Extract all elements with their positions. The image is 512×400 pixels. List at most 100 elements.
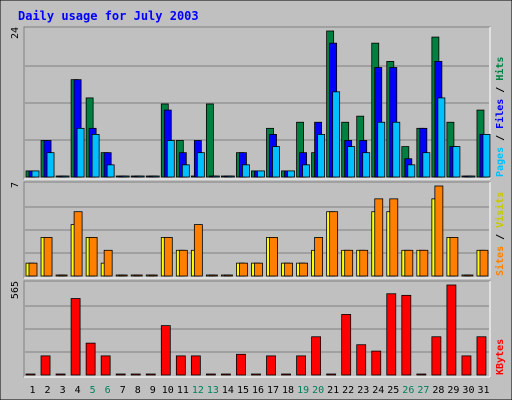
bar-kbytes-day-12	[190, 355, 201, 376]
legend-entry-hits: Hits	[494, 57, 506, 81]
bar-sites-day-15	[239, 262, 248, 277]
bar-sites-day-17	[269, 237, 278, 277]
bar-kbytes-day-23	[356, 344, 367, 376]
bar-kbytes-day-16	[251, 373, 261, 376]
bar-kbytes-day-1	[25, 373, 36, 376]
panel-hits-files-pages: 24 Pages / Files / Hits	[10, 26, 506, 180]
chart-title: Daily usage for July 2003	[18, 9, 199, 23]
bar-kbytes-day-18	[281, 373, 291, 376]
bar-sites-day-4	[73, 211, 83, 277]
x-tick-label-day-6: 6	[105, 385, 111, 396]
bar-pages-day-9	[151, 175, 160, 178]
x-tick-label-day-14: 14	[222, 385, 234, 396]
bar-pages-day-27	[422, 152, 431, 178]
bar-sites-day-19	[299, 262, 308, 277]
bar-kbytes-day-6	[100, 355, 111, 376]
bar-pages-day-22	[347, 146, 356, 178]
x-tick-label-day-17: 17	[267, 385, 279, 396]
bar-pages-day-13	[211, 175, 220, 178]
bar-kbytes-day-27	[416, 373, 427, 376]
bar-kbytes-day-15	[236, 353, 246, 376]
x-tick-label-day-10: 10	[162, 385, 174, 396]
bar-pages-day-16	[257, 170, 265, 178]
bar-sites-day-8	[133, 274, 143, 277]
bar-kbytes-day-5	[85, 342, 96, 376]
y-max-label-visits-sites: 7	[10, 182, 21, 188]
legend-hits-files-pages: Pages / Files / Hits	[494, 57, 506, 177]
bar-kbytes-day-19	[296, 355, 306, 376]
x-tick-label-day-18: 18	[282, 385, 294, 396]
bar-pages-day-18	[287, 170, 295, 178]
bar-pages-day-7	[121, 175, 130, 178]
bar-pages-day-8	[136, 175, 145, 178]
bar-pages-day-6	[106, 164, 115, 178]
legend-separator: /	[495, 129, 506, 147]
bar-pages-day-25	[392, 121, 401, 178]
bar-pages-day-5	[91, 134, 100, 178]
x-tick-label-day-2: 2	[45, 385, 51, 396]
bar-pages-day-24	[377, 121, 386, 178]
bar-kbytes-day-26	[401, 294, 412, 376]
x-tick-label-day-24: 24	[372, 385, 384, 396]
bar-kbytes-day-2	[40, 355, 51, 376]
legend-kbytes: KBytes	[495, 339, 506, 375]
x-axis-day-labels: 1 2 3 4 5 6 7 8 9 10 11 12 13 14 15 16 17 18 19 20 21 22 23 24 2…	[30, 385, 490, 396]
legend-entry-visits: Visits	[494, 192, 506, 228]
x-tick-label-day-9: 9	[150, 385, 156, 396]
bar-sites-day-13	[208, 274, 218, 277]
bar-kbytes-day-9	[145, 373, 156, 376]
bar-kbytes-day-29	[446, 284, 457, 376]
bar-sites-day-31	[479, 249, 489, 277]
bar-sites-day-14	[224, 274, 233, 277]
bar-kbytes-day-31	[476, 336, 487, 376]
bar-sites-day-10	[163, 237, 173, 277]
legend-separator: /	[495, 81, 506, 99]
x-tick-label-day-31: 31	[477, 385, 489, 396]
bar-kbytes-day-25	[386, 293, 397, 376]
y-max-label-hits-files-pages: 24	[10, 27, 21, 39]
bar-pages-day-31	[482, 134, 491, 178]
bar-pages-day-10	[166, 140, 175, 178]
bar-sites-day-16	[254, 262, 263, 277]
bar-sites-day-24	[374, 198, 384, 277]
bar-sites-day-1	[28, 262, 38, 277]
x-tick-label-day-28: 28	[432, 385, 444, 396]
panel-visits-sites: 7 Sites / Visits	[10, 181, 506, 279]
bar-kbytes-day-7	[115, 373, 126, 376]
bar-kbytes-day-8	[130, 373, 141, 376]
bar-pages-day-29	[452, 146, 461, 178]
bar-hits-day-13	[205, 103, 214, 178]
bar-sites-day-29	[449, 237, 459, 277]
legend-separator: /	[495, 228, 506, 246]
bar-pages-day-12	[196, 152, 205, 178]
bar-sites-day-27	[419, 249, 429, 277]
bar-pages-day-1	[31, 170, 40, 178]
x-tick-label-day-4: 4	[75, 385, 81, 396]
x-tick-label-day-3: 3	[60, 385, 66, 396]
bar-kbytes-day-14	[221, 373, 231, 376]
bar-kbytes-day-13	[205, 373, 216, 376]
bar-sites-day-2	[43, 237, 53, 277]
bar-kbytes-day-30	[461, 355, 472, 376]
x-tick-label-day-13: 13	[207, 385, 219, 396]
x-tick-label-day-16: 16	[252, 385, 264, 396]
x-tick-label-day-15: 15	[237, 385, 249, 396]
legend-entry-files: Files	[494, 99, 506, 129]
bar-sites-day-26	[404, 249, 414, 277]
bar-pages-day-2	[46, 152, 55, 178]
bar-sites-day-6	[103, 249, 113, 277]
bar-sites-day-21	[329, 211, 339, 277]
bar-pages-day-17	[272, 146, 280, 178]
x-tick-label-day-22: 22	[342, 385, 354, 396]
bar-kbytes-day-24	[371, 350, 382, 376]
legend-visits-sites: Sites / Visits	[494, 192, 506, 276]
bar-pages-day-3	[61, 175, 70, 178]
bar-kbytes-day-28	[431, 336, 442, 376]
bar-sites-day-20	[314, 237, 324, 277]
bar-sites-day-25	[389, 198, 399, 277]
x-tick-label-day-8: 8	[135, 385, 141, 396]
x-tick-label-day-19: 19	[297, 385, 309, 396]
x-tick-label-day-27: 27	[417, 385, 429, 396]
x-tick-label-day-1: 1	[30, 385, 36, 396]
